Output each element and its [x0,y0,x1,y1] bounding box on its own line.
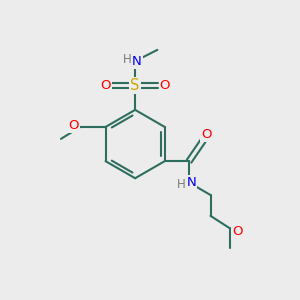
Text: H: H [176,178,185,190]
Text: O: O [201,128,211,141]
Text: O: O [68,119,79,132]
Text: S: S [130,78,140,93]
Text: O: O [232,225,242,238]
Text: N: N [187,176,196,189]
Text: O: O [160,79,170,92]
Text: N: N [132,55,142,68]
Text: O: O [100,79,111,92]
Text: H: H [122,53,131,66]
